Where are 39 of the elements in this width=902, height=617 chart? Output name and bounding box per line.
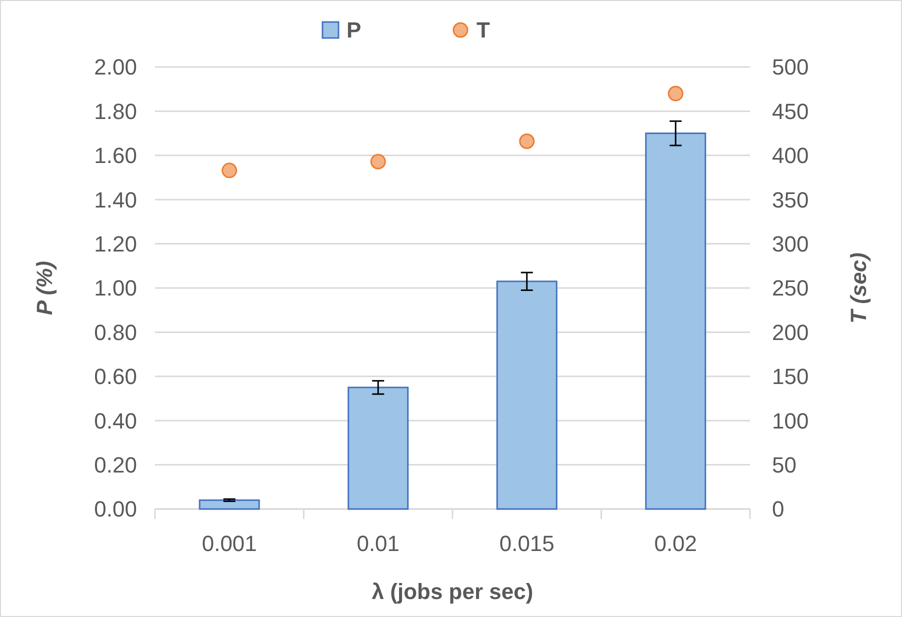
y-tick-label: 0.60 [94, 364, 137, 390]
x-tick-label: 0.01 [356, 531, 400, 556]
point [222, 162, 238, 178]
y2-tick-label: 200 [772, 320, 809, 345]
y2-tick-label: 350 [772, 187, 809, 212]
y-tick-label: 0.20 [94, 452, 137, 478]
x-axis-title: λ (jobs per sec) [372, 579, 534, 604]
y-tick-label: 1.40 [94, 187, 137, 212]
y-tick-label: 1.00 [94, 276, 137, 301]
legend-label: T [476, 18, 490, 43]
y-tick-label: 2.00 [94, 54, 137, 80]
bar [645, 132, 706, 510]
y2-tick-label: 0 [772, 496, 784, 522]
legend-label: P [346, 18, 362, 43]
point [519, 134, 535, 150]
y-tick-label: 1.60 [94, 143, 137, 168]
y-axis-title: P (%) [32, 260, 57, 316]
y2-tick-label: 300 [772, 232, 809, 256]
y2-tick-label: 400 [772, 143, 809, 168]
y-tick-label: 0.00 [94, 496, 137, 522]
y2-tick-label: 250 [772, 276, 809, 301]
y2-tick-label: 50 [772, 452, 796, 478]
y2-tick-label: 450 [772, 98, 809, 124]
y2-axis-title: T (sec) [846, 252, 871, 324]
bar [348, 386, 409, 510]
y-tick-label: 0.40 [94, 408, 137, 434]
bar [198, 499, 260, 510]
x-tick-label: 0.001 [202, 531, 257, 556]
y2-tick-label: 500 [772, 54, 809, 80]
y-tick-label: 1.80 [94, 98, 137, 124]
bar [496, 280, 558, 510]
point [370, 154, 386, 170]
x-tick-label: 0.015 [499, 531, 554, 556]
y-tick-label: 1.20 [94, 232, 137, 256]
y2-tick-label: 150 [772, 364, 809, 390]
y2-tick-label: 100 [772, 408, 809, 434]
point [668, 86, 684, 102]
x-tick-label: 0.02 [654, 531, 698, 556]
y-tick-label: 0.80 [94, 320, 137, 345]
